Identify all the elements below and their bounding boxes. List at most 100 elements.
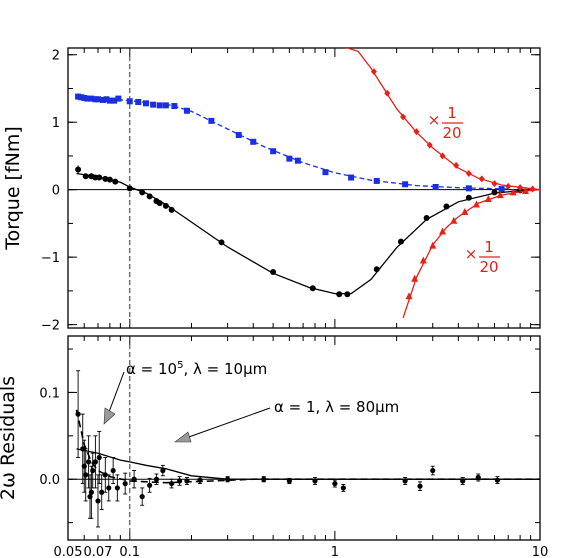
- blue-square-point: [111, 97, 118, 104]
- residual-point: [122, 480, 128, 487]
- blue-square-point: [432, 183, 439, 190]
- residual-point: [475, 474, 481, 481]
- blue-square-point: [322, 169, 329, 176]
- y-axis-label: Torque [fNm]: [2, 126, 24, 251]
- red-diamond-point: [505, 182, 512, 190]
- annotation-leader: [108, 371, 125, 413]
- annotation-leader: [185, 407, 271, 439]
- black-circle-point: [423, 215, 430, 222]
- red-diamond-point: [413, 128, 420, 136]
- red-triangle-point: [439, 227, 447, 235]
- black-circle-point: [112, 178, 119, 185]
- residual-point: [460, 478, 466, 484]
- blue-square-point: [135, 98, 142, 105]
- residual-point: [332, 480, 338, 487]
- y-tick-label: 2: [52, 49, 60, 64]
- blue-square-point: [162, 102, 169, 109]
- red-diamond-point: [439, 152, 446, 160]
- y-tick-label: −1: [41, 251, 60, 266]
- red-triangle-point: [411, 274, 419, 282]
- black-circle-point: [309, 285, 316, 292]
- model-curve-solid: [76, 448, 540, 480]
- blue-square-point: [75, 93, 82, 100]
- residual-point: [261, 476, 267, 482]
- residual-point: [88, 489, 94, 495]
- blue-square-point: [235, 132, 242, 139]
- red-diamond-point: [529, 185, 536, 193]
- red-triangle-point: [472, 200, 480, 208]
- residual-point: [83, 472, 89, 478]
- residuals-panel: 0.0 0.1 0.05 0.07 0.1 1 10 2ω Residuals α = 105,…: [0, 335, 549, 558]
- residual-point: [95, 498, 101, 504]
- residual-point: [177, 478, 183, 484]
- blue-square-point: [250, 138, 257, 145]
- red-diamond-point: [370, 68, 377, 76]
- blue-square-point: [294, 157, 301, 164]
- torque-plot-area: [75, 48, 540, 319]
- blue-square-point: [150, 101, 157, 108]
- scale-numerator: 1: [447, 104, 457, 122]
- black-circle-point: [102, 175, 109, 182]
- y-tick-label: 0.1: [39, 386, 60, 401]
- black-circle-point: [96, 174, 103, 181]
- blue-square-point: [208, 117, 215, 124]
- residual-point: [286, 478, 292, 484]
- scale-prefix: ×: [465, 245, 478, 263]
- red-triangle-point: [461, 207, 469, 215]
- blue-square-point: [94, 96, 101, 103]
- black-circle-point: [168, 206, 175, 213]
- scale-prefix: ×: [428, 111, 441, 129]
- red-triangle-point: [405, 292, 413, 300]
- residual-plot-area: [75, 370, 540, 528]
- black-circle-point: [146, 193, 153, 200]
- scale-numerator: 1: [484, 238, 494, 256]
- blue-square-point: [498, 186, 505, 193]
- blue-square-point: [373, 177, 380, 184]
- black-circle-point: [491, 189, 498, 196]
- blue-square-point: [142, 100, 149, 107]
- residual-point: [160, 467, 166, 474]
- black-circle-point: [270, 269, 277, 275]
- x-tick-label: 0.1: [119, 545, 140, 558]
- y-tick-label: −2: [41, 319, 60, 334]
- lambda-text: , λ = 10µm: [183, 360, 267, 378]
- annotation-solid-model: α = 1, λ = 80µm: [274, 398, 399, 416]
- black-circle-point: [106, 176, 113, 183]
- red-diamond-point: [478, 175, 485, 183]
- residual-point: [110, 467, 116, 474]
- blue-square-point: [99, 96, 106, 103]
- residual-point: [99, 489, 105, 495]
- red-triangle-point: [484, 195, 492, 203]
- red-triangle-point: [429, 241, 437, 249]
- annotation-arrowhead: [174, 431, 192, 443]
- blue-square-point: [84, 95, 91, 102]
- red-diamond-point: [453, 161, 460, 169]
- residual-point: [131, 476, 137, 482]
- y-tick-label: 0: [52, 184, 60, 199]
- blue-square-point: [78, 94, 85, 101]
- residual-point: [340, 485, 346, 491]
- blue-square-point: [270, 148, 277, 155]
- black-circle-point: [373, 266, 380, 273]
- red-diamond-point: [400, 113, 407, 121]
- black-circle-point: [336, 291, 343, 298]
- black-circle-point: [156, 200, 163, 207]
- residual-point: [90, 467, 96, 474]
- blue-square-point: [88, 95, 95, 102]
- residual-point: [430, 467, 436, 474]
- blue-square-point: [286, 155, 293, 162]
- residual-point: [102, 472, 108, 478]
- red-triangle-point: [450, 216, 458, 224]
- residual-point: [85, 459, 92, 465]
- x-tick-label: 0.05: [54, 545, 83, 558]
- red-diamond-point: [517, 184, 524, 192]
- blue-square-point: [171, 103, 178, 110]
- residual-point: [312, 478, 318, 484]
- black-circle-point: [139, 189, 146, 196]
- residual-point: [417, 483, 423, 489]
- red-fit-line-3: [402, 189, 540, 319]
- residual-point: [225, 476, 231, 482]
- blue-square-point: [183, 107, 190, 114]
- x-tick-label: 10: [532, 545, 549, 558]
